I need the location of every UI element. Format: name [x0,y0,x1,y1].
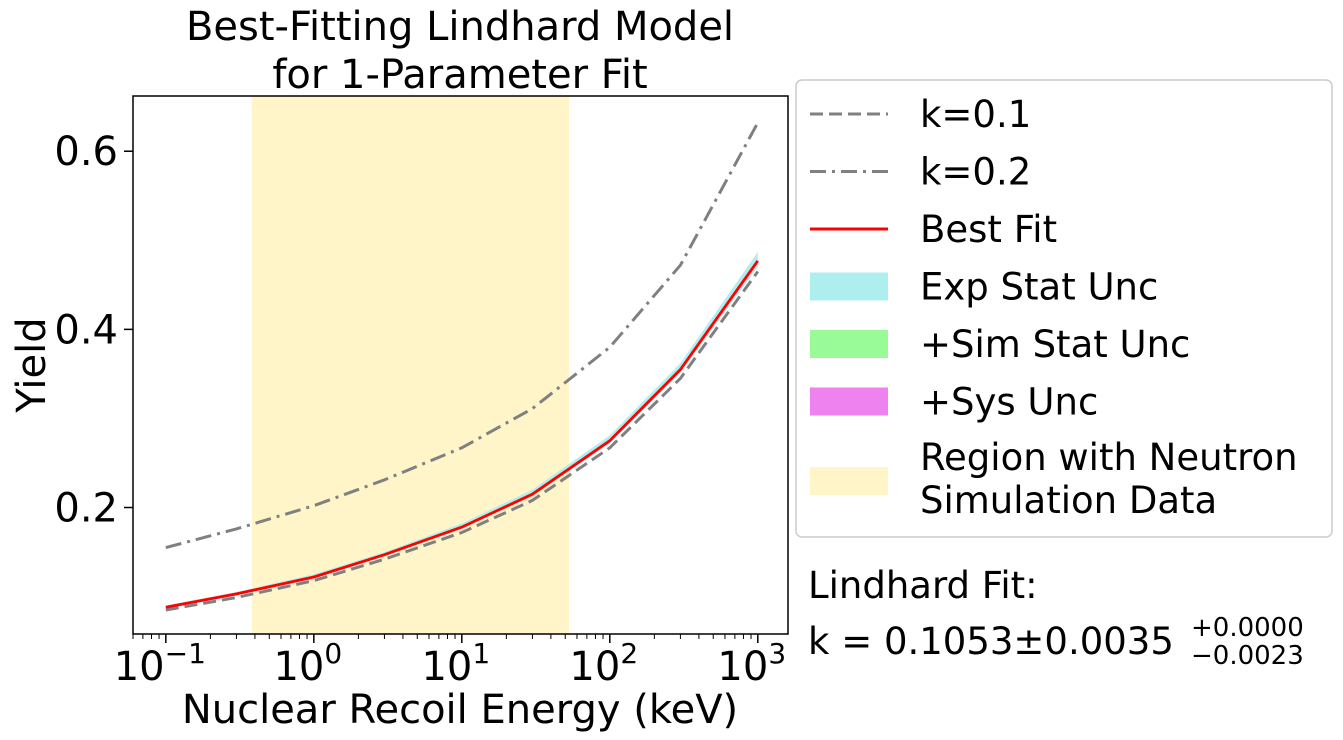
fit-annotation-title: Lindhard Fit: [808,564,1038,607]
legend-label-0: k=0.1 [920,93,1031,136]
fit-value-main: k = 0.1053±0.0035 [808,620,1174,663]
legend: k=0.1 k=0.2 Best Fit Exp Stat Unc +Sim Stat … [795,79,1333,538]
fit-value-upper-error: +0.0000 [1191,613,1304,643]
legend-box [795,79,1333,538]
x-tick-label-2: 101 [421,637,490,690]
legend-label-band-1: +Sim Stat Unc [920,323,1190,366]
legend-label-band-2: +Sys Unc [920,381,1098,424]
series-line-2 [165,259,759,609]
x-tick-label-1: 100 [273,637,342,690]
axis-ticks: 10−1 100 101 102 103 0.2 0.4 0.6 [54,129,786,690]
plot-area [165,96,760,634]
x-axis-label: Nuclear Recoil Energy (keV) [182,687,738,733]
y-tick-label-1: 0.4 [54,307,118,353]
legend-label-region-line-0: Region with Neutron [920,436,1298,479]
legend-swatch-region [810,467,888,495]
legend-label-region-line-1: Simulation Data [920,479,1217,522]
x-tick-label-4: 103 [717,637,786,690]
y-tick-label-0: 0.2 [54,486,118,532]
axes-frame [132,95,789,635]
x-tick-label-0: 10−1 [114,637,206,690]
series-line-1 [165,121,760,550]
fit-value-lower-error: −0.0023 [1191,641,1304,671]
legend-label-1: k=0.2 [920,151,1031,194]
legend-swatch-band-1 [810,330,888,358]
y-tick-label-2: 0.6 [54,129,118,175]
legend-swatch-band-2 [810,387,888,416]
legend-label-band-0: Exp Stat Unc [920,266,1158,309]
chart-title-line-1: Best-Fitting Lindhard Model [186,4,734,50]
simulation-region [251,96,569,634]
y-axis-label: Yield [9,317,55,413]
fit-annotation-value: k = 0.1053±0.0035 [808,620,1174,663]
legend-label-2: Best Fit [920,208,1057,251]
series-line-0 [165,270,760,612]
legend-swatch-band-0 [810,272,888,301]
x-tick-label-3: 102 [569,637,638,690]
chart-title-line-2: for 1-Parameter Fit [272,52,647,98]
fit-annotation: Lindhard Fit: k = 0.1053±0.0035 +0.0000 … [808,564,1304,671]
